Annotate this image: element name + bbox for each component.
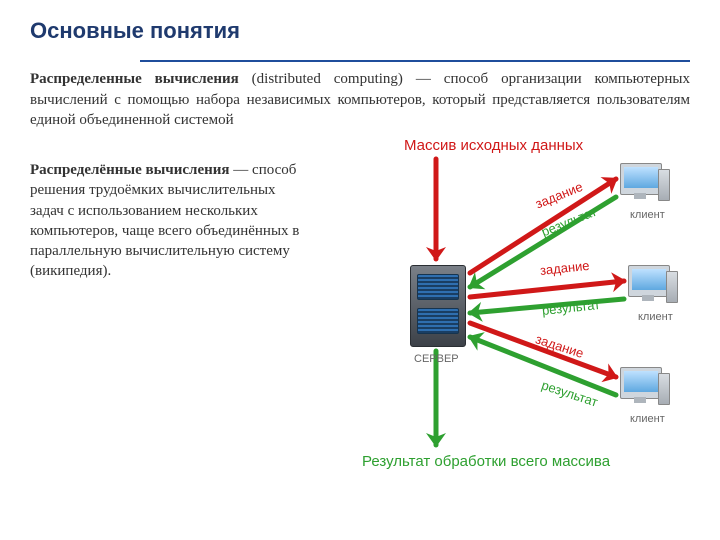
slide: Основные понятия Распределенные вычислен…	[0, 0, 720, 540]
output-result-label: Результат обработки всего массива	[362, 453, 610, 470]
input-data-label: Массив исходных данных	[404, 137, 583, 154]
task-arrow	[470, 281, 624, 297]
client-icon	[620, 163, 670, 207]
paragraph-1-term: Распределенные вычисления	[30, 71, 239, 87]
client-icon	[620, 367, 670, 411]
client-label: клиент	[630, 413, 665, 425]
paragraph-2-rest: — способ решения трудоёмких вычислительн…	[30, 162, 299, 279]
paragraph-2-term: Распределённые вычисления	[30, 162, 230, 178]
server-icon	[410, 265, 466, 347]
client-label: клиент	[630, 209, 665, 221]
client-icon	[628, 265, 678, 309]
paragraph-1: Распределенные вычисления (distributed c…	[30, 69, 690, 130]
task-arrow	[470, 323, 616, 377]
server-label: СЕРВЕР	[414, 353, 459, 365]
page-title: Основные понятия	[30, 18, 270, 43]
paragraph-2: Распределённые вычисления — способ решен…	[30, 160, 310, 470]
title-separator	[140, 60, 690, 62]
client-label: клиент	[638, 311, 673, 323]
distributed-computing-diagram: Массив исходных данных СЕРВЕР клиент кли…	[320, 145, 690, 485]
content-row: Распределённые вычисления — способ решен…	[30, 145, 690, 485]
